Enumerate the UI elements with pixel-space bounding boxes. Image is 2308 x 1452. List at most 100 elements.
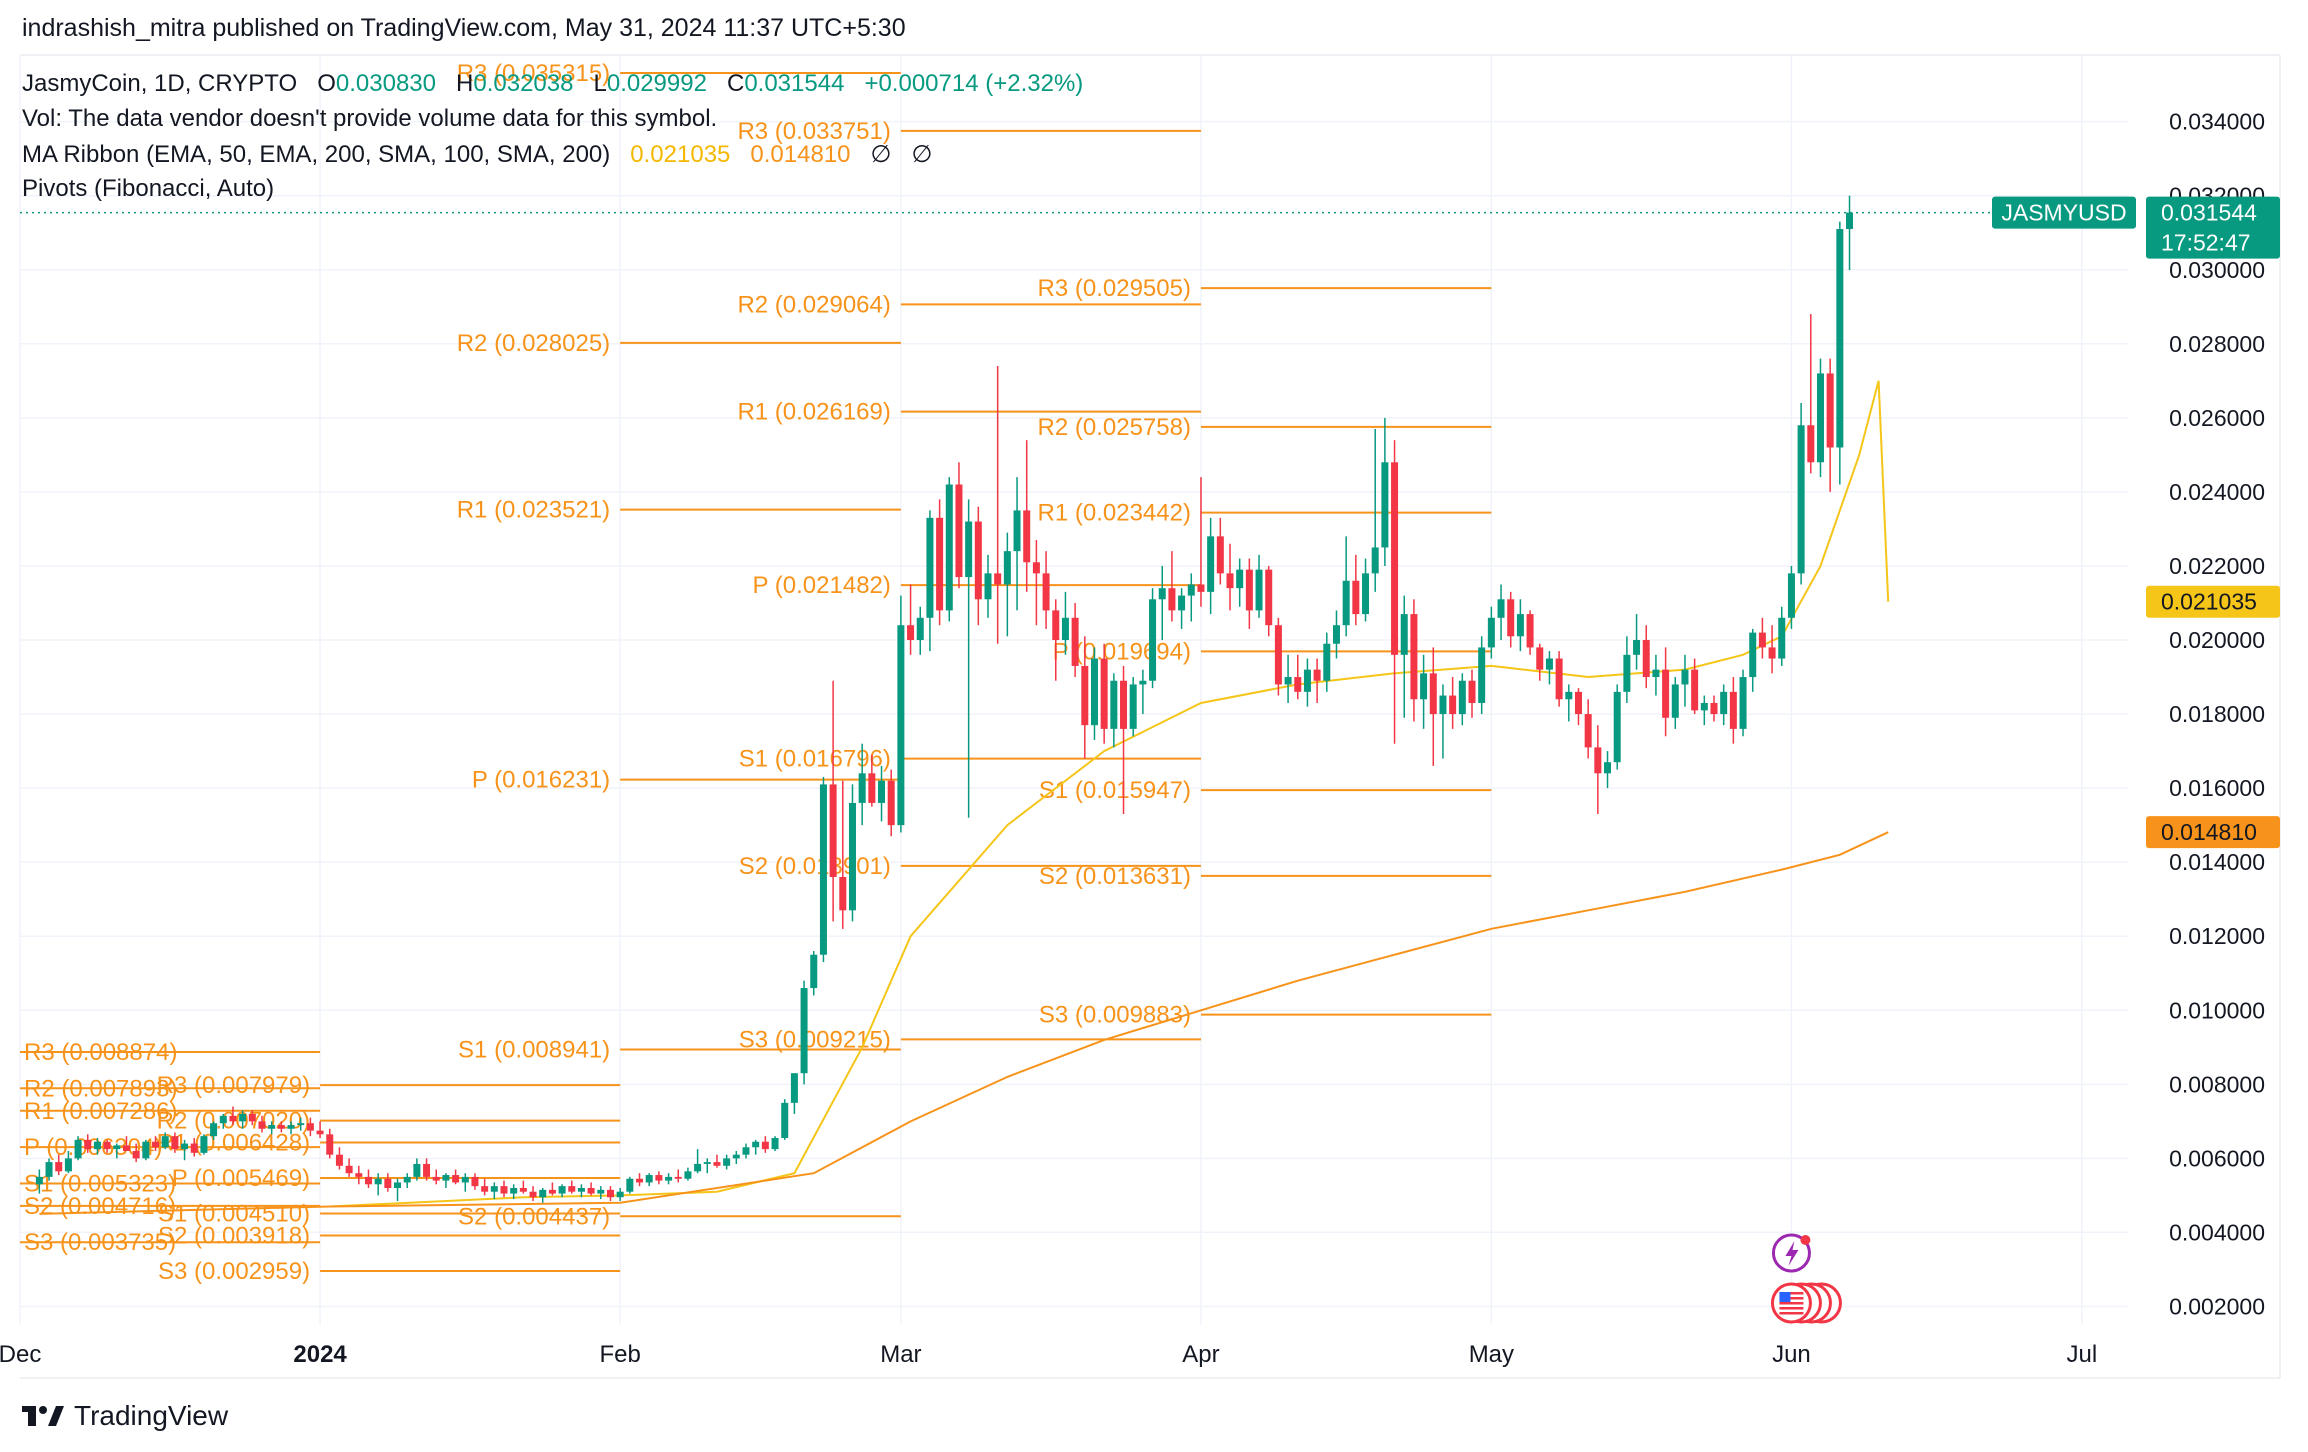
candle-body	[1023, 510, 1031, 563]
tradingview-brand[interactable]: TradingView	[22, 1400, 228, 1432]
candle-body	[1332, 625, 1340, 644]
candle-body	[1071, 617, 1079, 666]
y-tick-label: 0.030000	[2169, 257, 2265, 283]
candle-body	[878, 780, 886, 803]
pivot-label: R2 (0.028025)	[457, 330, 610, 357]
legend-open-label: O	[317, 70, 336, 97]
flag-stripe	[1779, 1292, 1804, 1295]
legend-symbol[interactable]: JasmyCoin, 1D, CRYPTO	[22, 70, 298, 97]
candle-body	[1139, 680, 1147, 685]
symbol-tag: JASMYUSD	[2001, 200, 2126, 226]
candle-body	[1662, 669, 1670, 718]
legend-ma-ribbon-row[interactable]: MA Ribbon (EMA, 50, EMA, 200, SMA, 100, …	[22, 140, 932, 169]
candle-body	[248, 1113, 256, 1122]
candle-body	[558, 1186, 566, 1194]
candle-body	[200, 1136, 208, 1153]
candle-body	[548, 1189, 556, 1194]
x-tick-label: Jun	[1772, 1341, 1811, 1368]
candle-body	[1565, 691, 1573, 700]
candle-body	[916, 617, 924, 641]
y-tick-label: 0.020000	[2169, 627, 2265, 653]
candle-body	[287, 1125, 295, 1129]
candle-body	[771, 1138, 779, 1150]
candle-body	[423, 1163, 431, 1177]
ma-fast-tag: 0.021035	[2161, 589, 2257, 615]
candle-body	[1081, 665, 1089, 726]
candle-body	[384, 1178, 392, 1189]
candle-body	[519, 1188, 527, 1192]
legend-open-value: 0.030830	[335, 70, 436, 97]
candle-body	[810, 954, 818, 989]
candle-body	[161, 1136, 169, 1148]
candle-body	[210, 1123, 218, 1137]
candle-body	[394, 1182, 402, 1189]
x-tick-label: May	[1469, 1341, 1514, 1368]
candle-body	[403, 1176, 411, 1183]
countdown-tag: 17:52:47	[2161, 230, 2251, 256]
candle-body	[761, 1141, 769, 1150]
candle-body	[1681, 669, 1689, 685]
legend-ma-ribbon: MA Ribbon (EMA, 50, EMA, 200, SMA, 100, …	[22, 141, 611, 168]
y-tick-label: 0.034000	[2169, 109, 2265, 135]
candle-body	[132, 1150, 140, 1159]
candle-body	[1158, 588, 1166, 600]
flag-canton	[1779, 1292, 1791, 1302]
x-tick-label: Dec	[0, 1341, 41, 1368]
candle-body	[858, 773, 866, 803]
candle-body	[1245, 569, 1253, 611]
candle-body	[413, 1163, 421, 1177]
y-tick-label: 0.008000	[2169, 1071, 2265, 1097]
candle-body	[452, 1175, 460, 1183]
x-tick-label: Mar	[880, 1341, 921, 1368]
candle-body	[306, 1123, 314, 1131]
candle-body	[1458, 680, 1466, 715]
candle-body	[500, 1186, 508, 1194]
y-tick-label: 0.010000	[2169, 997, 2265, 1023]
candle-body	[355, 1173, 363, 1177]
y-tick-label: 0.018000	[2169, 701, 2265, 727]
candle-body	[597, 1189, 605, 1194]
candle-body	[1284, 677, 1292, 685]
y-tick-label: 0.022000	[2169, 553, 2265, 579]
candle-body	[965, 521, 973, 578]
legend-close-label: C	[726, 70, 745, 97]
candle-body	[1826, 373, 1834, 448]
candle-body	[1313, 669, 1321, 681]
candle-body	[1061, 617, 1069, 641]
candle-body	[122, 1145, 130, 1151]
pivot-label: S2 (0.004437)	[458, 1203, 610, 1230]
candle-body	[1758, 632, 1766, 648]
candle-body	[335, 1154, 343, 1166]
candle-body	[1700, 702, 1708, 711]
candle-body	[703, 1162, 711, 1164]
legend-volume[interactable]: Vol: The data vendor doesn't provide vol…	[22, 105, 718, 132]
candle-body	[1216, 536, 1224, 574]
candle-body	[752, 1141, 760, 1148]
x-tick-label: Jul	[2066, 1341, 2097, 1368]
candle-body	[113, 1145, 121, 1150]
candle-body	[152, 1141, 160, 1148]
flag-stripe	[1779, 1307, 1804, 1310]
pivot-label: R1 (0.026169)	[737, 399, 890, 426]
candle-body	[1594, 747, 1602, 774]
legend-pivots[interactable]: Pivots (Fibonacci, Auto)	[22, 175, 275, 202]
candle-body	[539, 1189, 547, 1198]
pivot-label: R2 (0.007893)	[24, 1075, 177, 1102]
legend-high-value: 0.032038	[473, 70, 574, 97]
candle-body	[587, 1188, 595, 1194]
pivot-label: S2 (0.004716)	[24, 1193, 176, 1220]
pivot-label: S3 (0.002959)	[158, 1258, 310, 1285]
candle-body	[1236, 569, 1244, 589]
pivot-label: R1 (0.023442)	[1038, 500, 1191, 527]
candle-body	[945, 484, 953, 611]
candle-body	[1429, 673, 1437, 715]
candle-body	[1816, 373, 1824, 463]
candle-body	[490, 1186, 498, 1192]
pivot-label: R3 (0.029505)	[1038, 275, 1191, 302]
pivot-label: S2 (0.013901)	[739, 853, 891, 880]
candle-body	[1042, 573, 1050, 611]
legend-low-label: L	[593, 70, 607, 97]
pivot-label: R3 (0.033751)	[737, 118, 890, 145]
y-tick-label: 0.016000	[2169, 775, 2265, 801]
